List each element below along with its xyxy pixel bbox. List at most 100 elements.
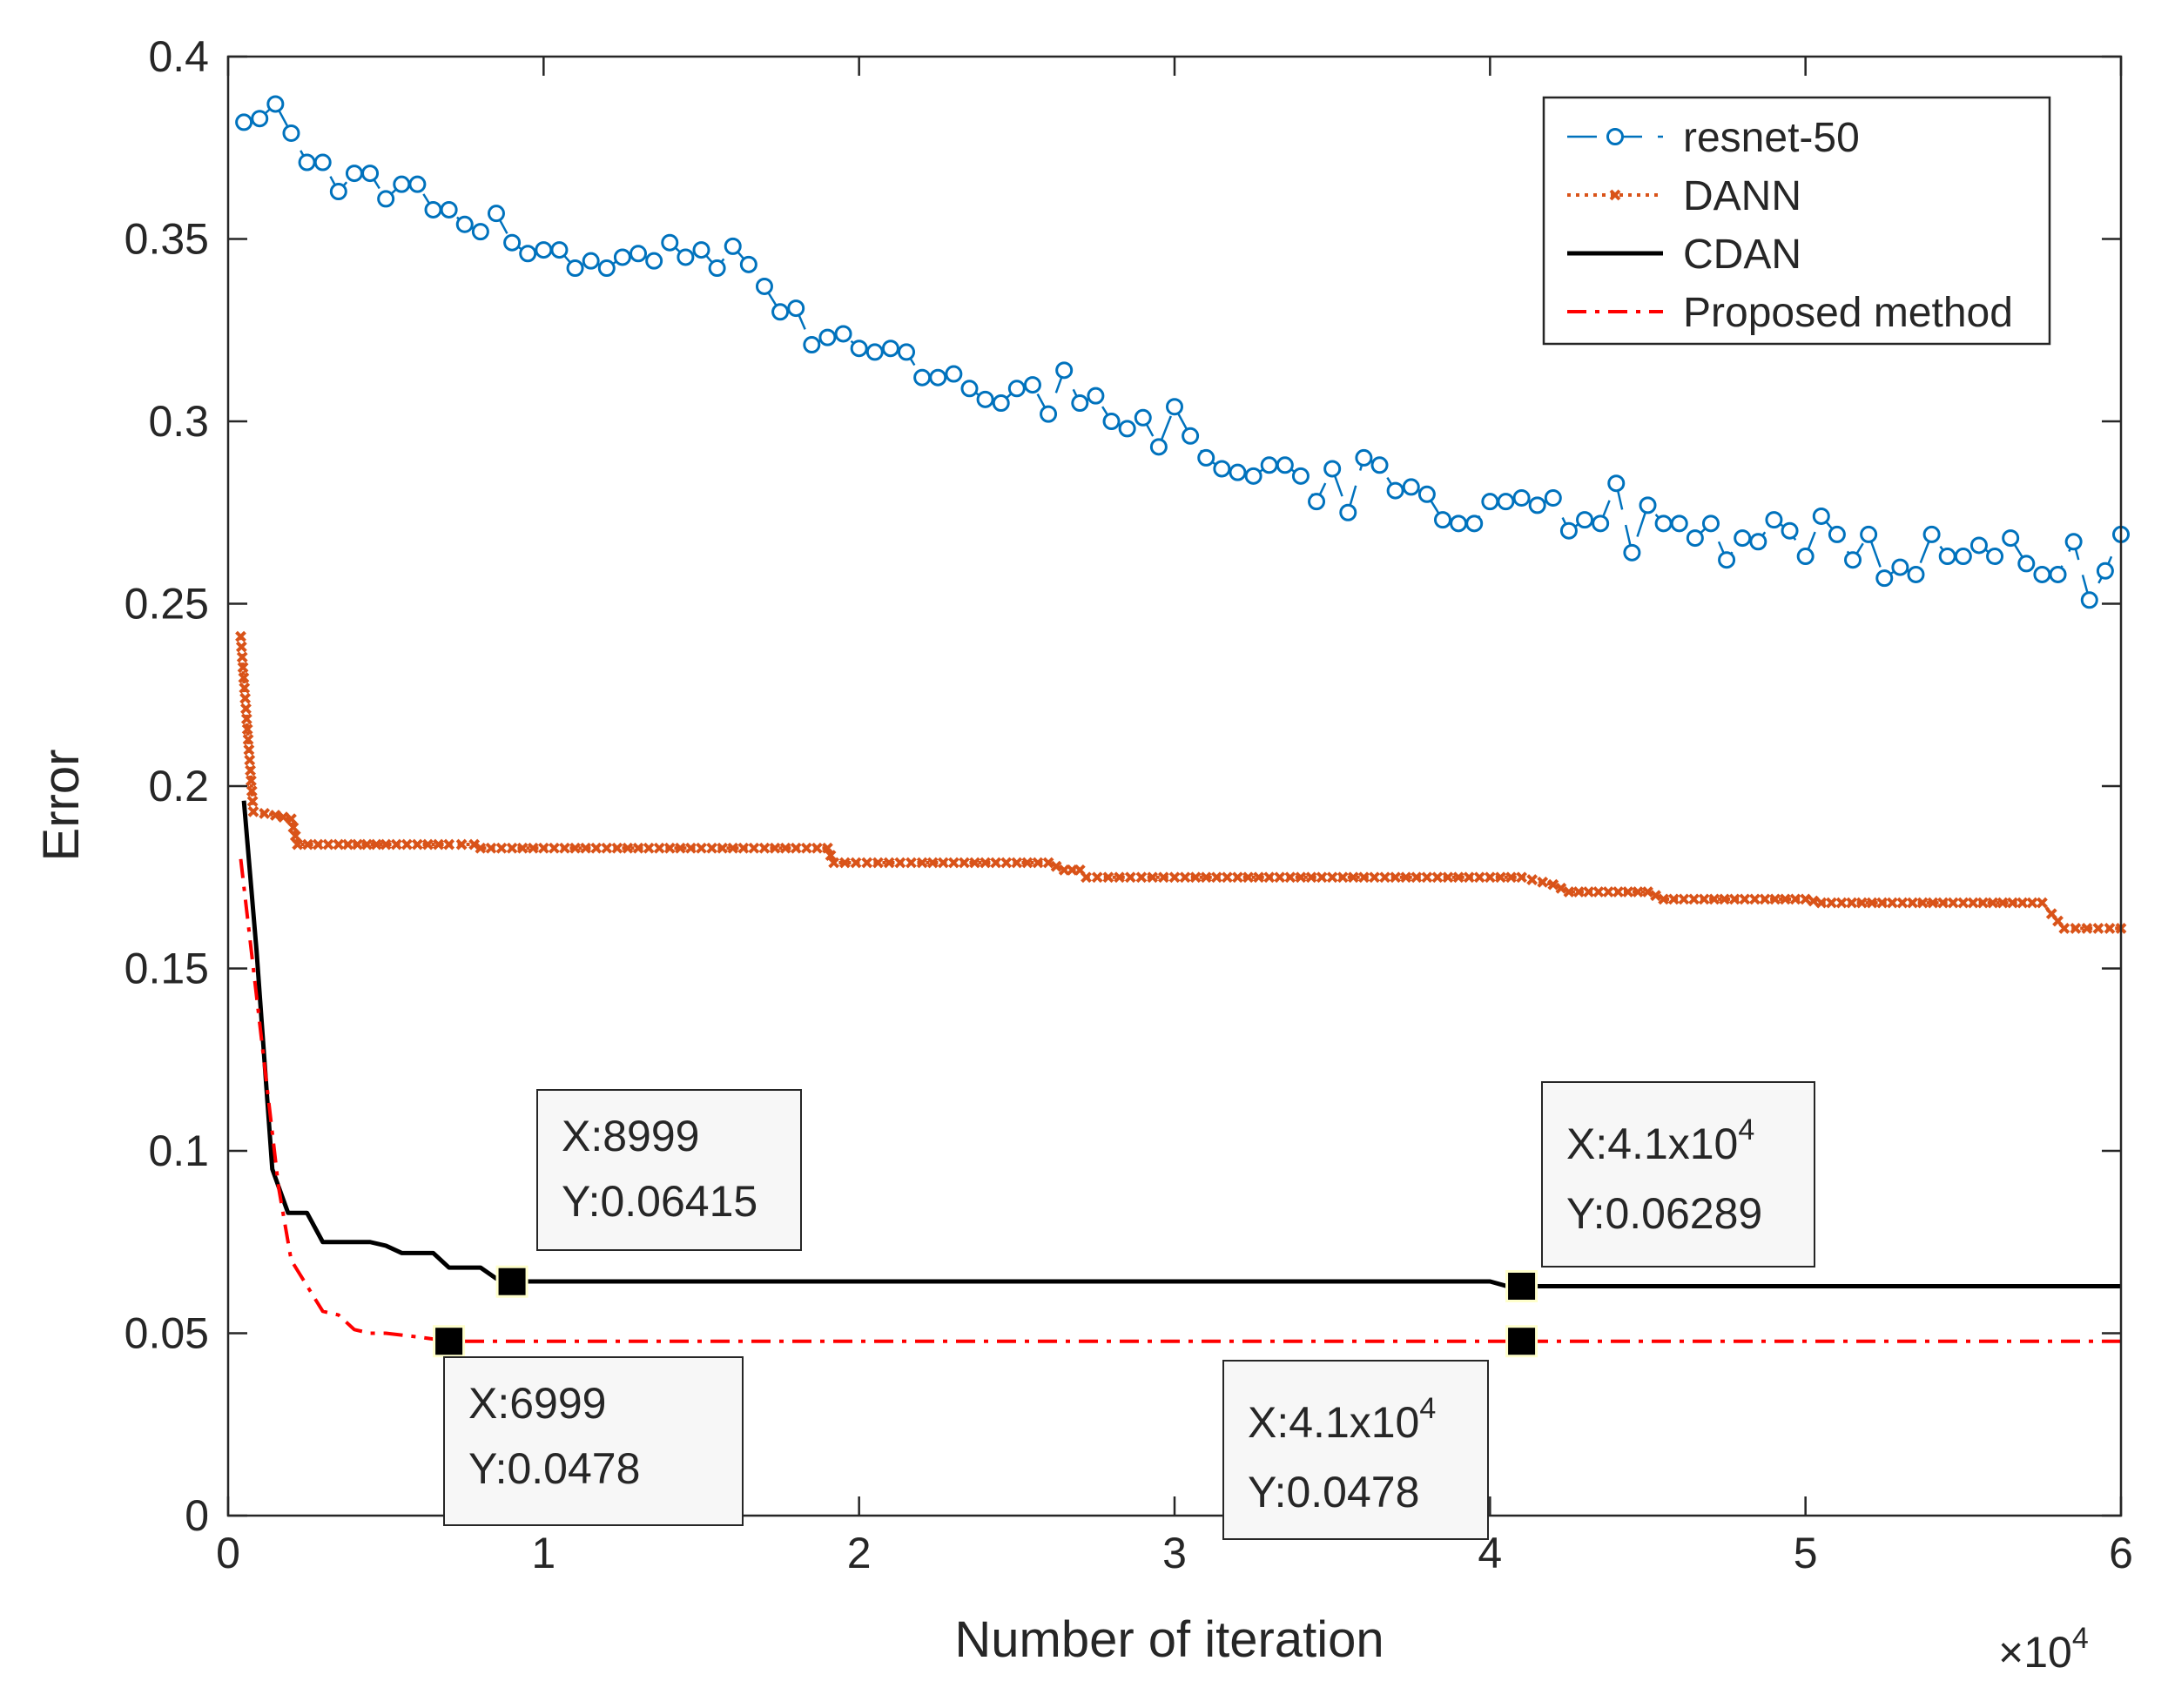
data-point: [475, 842, 487, 854]
data-point: [259, 808, 271, 819]
data-point: [361, 838, 373, 851]
x-axis-multiplier-exponent: 4: [2072, 1622, 2089, 1655]
data-point: [1907, 897, 1919, 909]
data-point: [1544, 488, 1562, 507]
data-point: [246, 796, 259, 807]
data-point: [1305, 871, 1317, 884]
data-point: [2033, 565, 2051, 583]
data-point: [245, 764, 256, 777]
data-point: [1759, 893, 1771, 905]
data-point: [828, 857, 840, 869]
data-point: [1087, 387, 1105, 405]
data-point: [1213, 460, 1231, 478]
data-point: [1055, 361, 1074, 380]
data-point: [1927, 897, 1939, 909]
data-point: [440, 200, 458, 219]
data-point: [1602, 886, 1614, 898]
data-point: [286, 813, 297, 825]
data-point: [1844, 551, 1862, 569]
data-point: [685, 842, 697, 854]
data-point: [1473, 871, 1485, 884]
data-point: [1866, 897, 1878, 909]
data-point: [1701, 514, 1720, 533]
data-point: [411, 838, 423, 851]
data-point: [1718, 551, 1736, 569]
data-point: [1922, 525, 1941, 543]
data-point: [771, 303, 790, 321]
data-point: [727, 842, 739, 854]
data-point: [333, 838, 345, 851]
data-point: [1891, 558, 1909, 576]
x-tick-label: 3: [1162, 1529, 1187, 1577]
data-point: [1967, 897, 1979, 909]
data-point: [1295, 871, 1307, 884]
data-point: [312, 838, 324, 851]
data-point: [1613, 886, 1624, 898]
data-point: [1200, 871, 1212, 884]
data-point: [1450, 514, 1468, 533]
data-point: [1606, 128, 1624, 145]
data-point: [1081, 871, 1092, 884]
data-point: [352, 838, 363, 851]
data-point: [1357, 871, 1370, 884]
data-point: [1749, 893, 1761, 905]
data-point: [898, 343, 916, 361]
data-point: [235, 641, 247, 653]
data-point: [990, 857, 1002, 869]
y-tick-label: 0: [185, 1491, 209, 1540]
data-point: [706, 842, 717, 854]
datatip-y-label: Y:0.06415: [562, 1177, 757, 1226]
data-point: [1654, 514, 1673, 533]
data-point: [1134, 408, 1152, 427]
data-point: [1916, 897, 1929, 909]
x-tick-label: 5: [1794, 1529, 1818, 1577]
data-point: [401, 838, 413, 851]
data-point: [1390, 871, 1402, 884]
data-point: [790, 842, 802, 854]
data-point: [2092, 922, 2104, 934]
data-point: [1678, 893, 1690, 905]
data-point: [1537, 876, 1549, 888]
datatip-x-label: X:6999: [468, 1379, 606, 1428]
data-point: [2058, 922, 2070, 934]
data-point: [2007, 897, 2018, 909]
series-layer: [235, 95, 2130, 1343]
data-point: [292, 838, 304, 851]
data-point: [1260, 456, 1278, 474]
data-point: [1481, 493, 1499, 511]
data-point: [1276, 456, 1294, 474]
data-point: [1623, 543, 1641, 561]
data-point: [769, 842, 781, 854]
data-point: [926, 857, 939, 869]
data-point: [803, 336, 821, 354]
data-point: [1789, 893, 1801, 905]
data-point: [1547, 878, 1559, 891]
legend-label: resnet-50: [1683, 115, 1860, 161]
data-point: [872, 857, 884, 869]
data-point: [1379, 871, 1390, 884]
datatip: X:6999 Y:0.0478: [433, 1325, 744, 1526]
datatip-x-label: X:8999: [562, 1112, 699, 1160]
data-point: [277, 811, 289, 824]
data-point: [2049, 565, 2067, 583]
data-point: [1796, 548, 1815, 566]
datatip-marker: [1505, 1269, 1538, 1302]
datatip-x-exponent: 4: [1419, 1392, 1436, 1425]
datatip-x-label: X:4.1x10: [1566, 1120, 1738, 1168]
data-point: [342, 838, 354, 851]
data-point: [1386, 481, 1404, 500]
data-point: [1463, 871, 1475, 884]
data-point: [2081, 922, 2093, 934]
data-point: [1114, 871, 1126, 884]
data-point: [947, 857, 959, 869]
data-point: [960, 380, 979, 398]
data-point: [1326, 871, 1338, 884]
x-tick-label: 6: [2109, 1529, 2133, 1577]
datatip-x-label: X:4.1x10: [1248, 1398, 1419, 1447]
data-point: [945, 365, 963, 383]
data-point: [2037, 897, 2048, 909]
data-point: [597, 259, 616, 278]
data-point: [787, 299, 805, 318]
data-point: [1937, 897, 1949, 909]
data-point: [1263, 871, 1276, 884]
